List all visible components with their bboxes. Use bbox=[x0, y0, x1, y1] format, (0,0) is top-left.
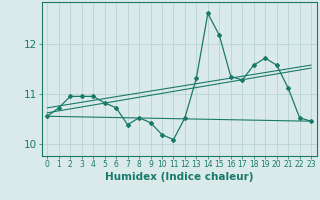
X-axis label: Humidex (Indice chaleur): Humidex (Indice chaleur) bbox=[105, 172, 253, 182]
